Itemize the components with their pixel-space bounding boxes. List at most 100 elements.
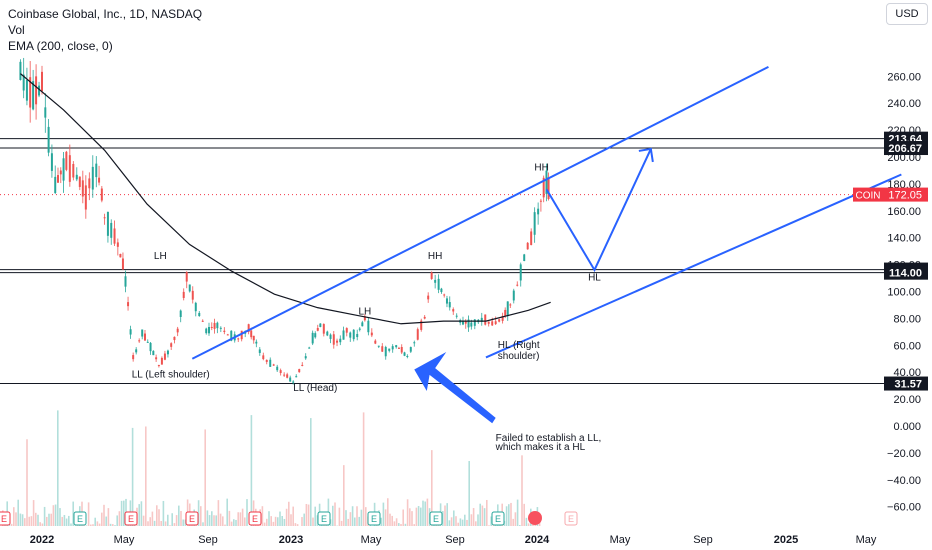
candle-body: [473, 319, 476, 326]
symbol-tag: [853, 187, 884, 202]
volume-bar: [43, 506, 46, 526]
earnings-marker: [317, 511, 331, 526]
candle-body: [262, 355, 265, 360]
price-tick-label: −60.00: [887, 502, 921, 514]
candle-body: [467, 319, 470, 328]
candle-body: [201, 320, 204, 322]
volume-bar: [52, 505, 55, 526]
volume-bar: [167, 514, 169, 526]
candle-body: [537, 208, 540, 215]
volume-bar: [422, 500, 424, 526]
candle-body: [157, 365, 160, 367]
volume-bar: [211, 511, 213, 526]
volume-bar: [512, 518, 514, 526]
volume-bar: [19, 513, 22, 526]
candle-body: [494, 321, 497, 325]
volume-bar: [470, 514, 473, 526]
candle-body: [91, 166, 94, 190]
candle-body: [461, 321, 464, 325]
volume-bar: [105, 516, 107, 526]
dividend-marker: [528, 511, 542, 525]
candle-body: [119, 253, 122, 258]
volume-legend: Vol: [8, 23, 25, 37]
candle-body: [332, 334, 335, 345]
price-tick-label: −20.00: [887, 448, 921, 460]
candle-body: [132, 355, 135, 360]
volume-bar: [222, 516, 224, 526]
volume-bar: [61, 516, 63, 526]
chart-annotation: Failed to establish a LL,: [496, 433, 602, 444]
time-tick-label: May: [361, 534, 382, 546]
volume-bar: [305, 503, 308, 526]
volume-bar: [147, 521, 149, 526]
volume-bar: [268, 511, 270, 526]
price-tick-label: 100.00: [887, 287, 921, 299]
time-tick-label: May: [114, 534, 135, 546]
volume-bar: [362, 412, 365, 526]
candle-body: [526, 242, 529, 250]
volume-bar: [398, 523, 400, 526]
volume-bar: [510, 502, 512, 526]
volume-bar: [239, 512, 242, 526]
volume-bar: [472, 508, 475, 526]
volume-bar: [345, 510, 347, 526]
candle-body: [448, 302, 451, 308]
candle-body: [283, 374, 286, 376]
volume-bar: [409, 508, 411, 526]
level-tag: [884, 265, 928, 280]
candle-body: [127, 302, 130, 307]
candle-body: [420, 320, 423, 330]
candle-body: [75, 174, 78, 180]
earnings-marker-label: E: [371, 514, 377, 524]
candle-body: [319, 323, 322, 327]
candle-body: [430, 272, 433, 279]
volume-bar: [153, 520, 156, 526]
volume-bar: [28, 516, 30, 526]
candle-body: [523, 254, 526, 261]
candle-body: [276, 366, 279, 371]
candle-body: [516, 284, 519, 286]
candle-body: [121, 258, 124, 270]
candle-body: [166, 350, 169, 355]
volume-bar: [202, 522, 204, 526]
candle-body: [258, 349, 261, 353]
volume-bar: [204, 429, 206, 526]
volume-bar: [178, 505, 180, 526]
last-price-tag: [884, 187, 928, 202]
volume-bar: [21, 514, 24, 526]
volume-bar: [358, 516, 360, 526]
volume-bar: [180, 510, 182, 526]
volume-bar: [483, 508, 486, 526]
price-axis: 260.00240.00220.00200.00180.00160.00140.…: [853, 71, 928, 514]
candle-body: [356, 333, 359, 338]
earnings-marker-label: E: [189, 514, 195, 524]
volume-bar: [215, 515, 217, 526]
volume-bar: [230, 521, 233, 526]
candle-body: [143, 333, 146, 341]
volume-bar: [351, 506, 354, 526]
volume-bar: [424, 501, 426, 526]
candle-body: [289, 377, 292, 382]
volume-bar: [164, 521, 167, 526]
volume-bar: [103, 504, 105, 526]
time-tick-label: Sep: [445, 534, 465, 546]
candle-body: [506, 301, 509, 317]
volume-bar: [303, 513, 305, 526]
candle-body: [336, 340, 339, 343]
volume-bar: [244, 517, 246, 526]
earnings-marker: [248, 511, 262, 526]
volume-bar: [219, 513, 222, 526]
currency-button[interactable]: USD: [886, 3, 928, 25]
volume-bar: [420, 507, 422, 526]
candle-body: [78, 176, 81, 187]
candle-body: [226, 334, 229, 336]
volume-bar: [356, 506, 358, 526]
volume-bar: [477, 514, 479, 526]
volume-bar: [453, 510, 455, 526]
earnings-marker: [491, 511, 505, 526]
volume-bar: [505, 506, 508, 526]
volume-bar: [50, 513, 52, 526]
candle-body: [367, 320, 370, 333]
volume-bar: [431, 450, 433, 526]
